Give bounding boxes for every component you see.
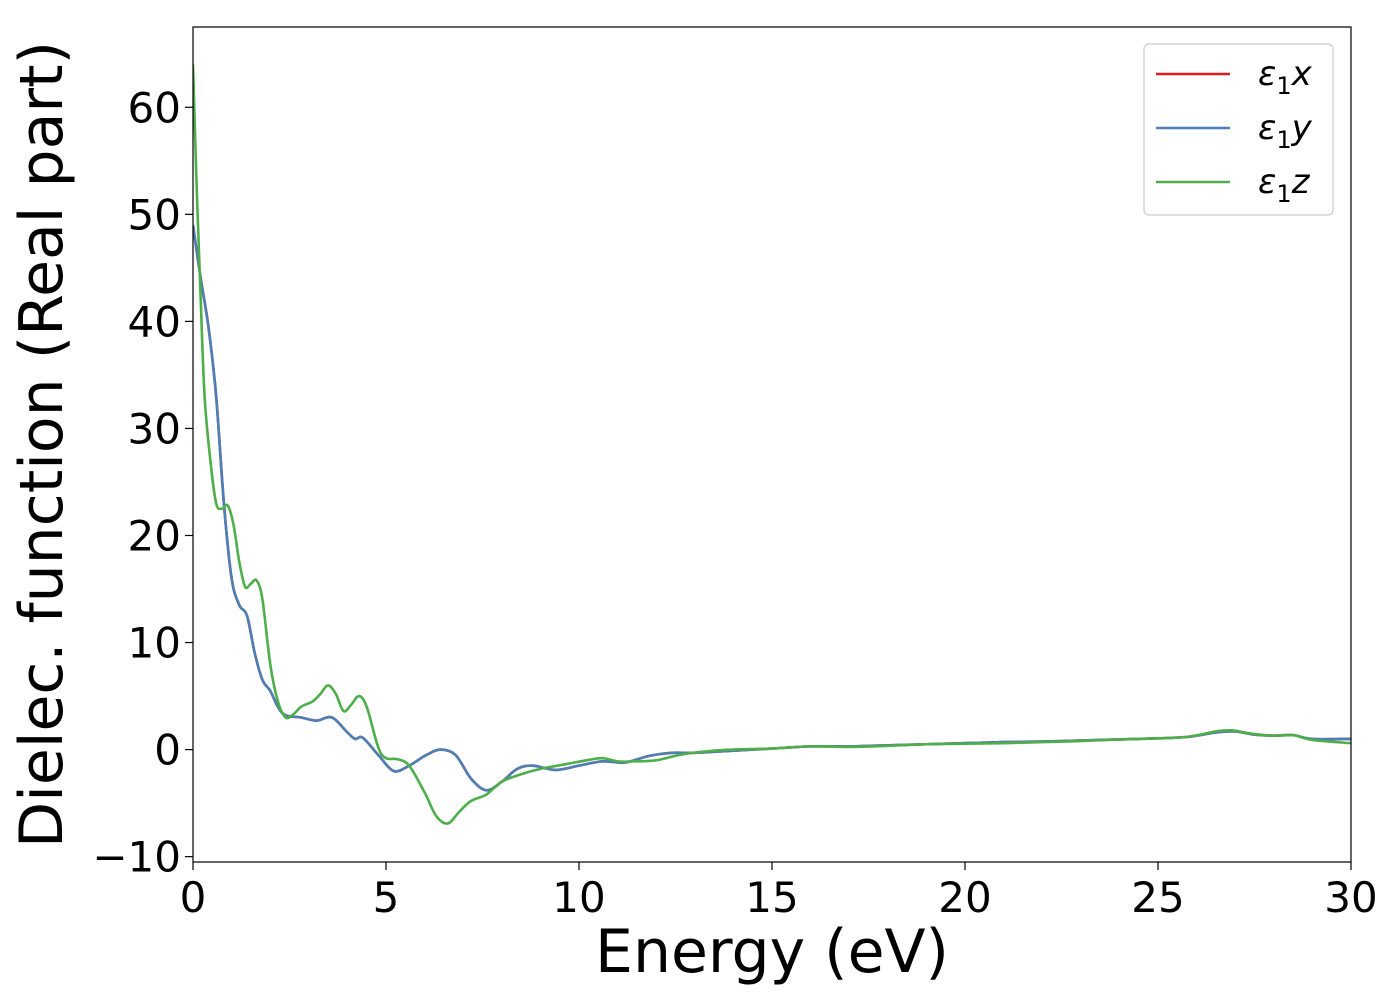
y-tick-label: −10 — [92, 833, 181, 882]
x-tick-label: 10 — [552, 873, 605, 922]
legend-epsilon: ε — [1258, 162, 1276, 202]
legend-epsilon: ε — [1258, 108, 1276, 148]
x-tick-label: 15 — [745, 873, 798, 922]
series-layer — [193, 64, 1351, 825]
legend-label-x: ε1x — [1258, 54, 1313, 100]
legend-box — [1143, 43, 1334, 216]
y-tick-label: 50 — [128, 190, 181, 239]
x-tick-label: 5 — [373, 873, 400, 922]
legend-epsilon: ε — [1258, 54, 1276, 94]
series-line-z — [193, 64, 1351, 825]
legend-component: y — [1291, 108, 1313, 148]
y-tick-label: 0 — [154, 726, 181, 775]
y-tick-label: 60 — [128, 83, 181, 132]
x-tick-label: 20 — [938, 873, 991, 922]
legend-component: z — [1291, 162, 1311, 202]
legend-subscript: 1 — [1276, 180, 1291, 208]
y-tick-label: 30 — [128, 404, 181, 453]
x-tick-label: 25 — [1131, 873, 1184, 922]
x-axis-title: Energy (eV) — [595, 917, 949, 987]
y-tick-label: 10 — [128, 619, 181, 668]
legend-subscript: 1 — [1276, 126, 1291, 154]
y-tick-label: 40 — [128, 297, 181, 346]
legend-label-y: ε1y — [1258, 108, 1313, 154]
legend-component: x — [1291, 54, 1313, 94]
y-axis: −10 0 10 20 30 40 50 60 — [92, 83, 193, 882]
legend-subscript: 1 — [1276, 72, 1291, 100]
y-axis-title: Dielec. function (Real part) — [7, 41, 77, 848]
legend-label-z: ε1z — [1258, 162, 1311, 208]
x-tick-label: 30 — [1324, 873, 1377, 922]
x-axis: 0 5 10 15 20 25 30 — [180, 862, 1378, 922]
y-tick-label: 20 — [128, 511, 181, 560]
x-tick-label: 0 — [180, 873, 207, 922]
